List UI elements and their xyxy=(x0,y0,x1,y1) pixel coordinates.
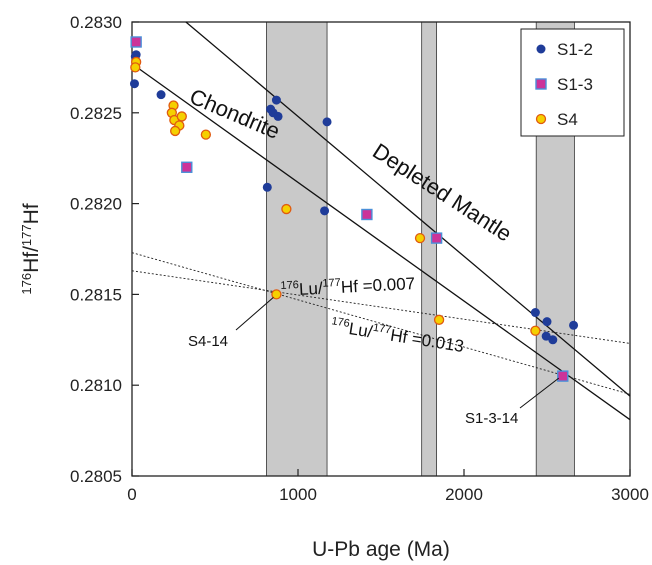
s4-14-leader-line xyxy=(235,297,274,331)
legend-marker-s1-2 xyxy=(536,44,546,54)
point-s4-7 xyxy=(170,125,181,137)
legend-label-s4: S4 xyxy=(557,110,578,129)
legend: S1-2 S1-3 S4 xyxy=(520,28,625,137)
age-band-0 xyxy=(266,21,328,477)
point-s1-2-12 xyxy=(542,317,552,327)
point-s4-1 xyxy=(130,62,141,73)
point-s4-10 xyxy=(281,203,292,215)
x-tick-label-1: 1000 xyxy=(279,485,317,504)
point-s4-9 xyxy=(271,289,282,300)
point-s1-2-15 xyxy=(569,320,579,330)
x-tick-label-2: 2000 xyxy=(445,485,483,504)
s1-3-14-label: S1-3-14 xyxy=(465,410,518,427)
depleted-mantle-line xyxy=(185,21,631,397)
lu-hf-0007-base1: Lu/ xyxy=(299,279,324,299)
lu-hf-0013-sup2: 177 xyxy=(372,322,392,337)
point-s1-2-9 xyxy=(320,206,330,216)
point-s4-13 xyxy=(530,325,541,336)
point-s4-5 xyxy=(176,111,187,122)
point-s1-3-3 xyxy=(430,232,443,244)
y-axis-label: 176Hf/177Hf xyxy=(19,203,43,294)
point-s1-2-10 xyxy=(322,117,332,127)
point-s1-2-3 xyxy=(156,90,166,100)
y-tick-label-5: 0.2830 xyxy=(70,13,122,32)
point-s4-8 xyxy=(200,129,212,140)
point-s1-2-6 xyxy=(271,95,281,105)
chondrite-line xyxy=(131,63,631,421)
legend-label-s1-2: S1-2 xyxy=(557,40,593,59)
y-tick-label-0: 0.2805 xyxy=(70,467,122,486)
point-s1-3-2 xyxy=(361,208,373,221)
legend-label-s1-3: S1-3 xyxy=(557,75,593,94)
reference-lines xyxy=(131,21,631,421)
axis-ticks: 0 1000 2000 3000 0.2805 0.2810 0.2815 0.2820 0.2… xyxy=(70,13,649,504)
point-s1-2-7 xyxy=(273,111,283,121)
legend-marker-s1-3 xyxy=(535,78,547,90)
point-s4-11 xyxy=(414,232,426,244)
y-axis-label-sup2: 177 xyxy=(19,224,34,246)
annotation-leaders xyxy=(235,297,560,409)
lu-hf-0013-sup1: 176 xyxy=(331,315,351,330)
lu-hf-0007-sup1: 176 xyxy=(280,279,299,292)
point-s1-2-2 xyxy=(129,79,139,89)
point-s1-2-11 xyxy=(530,308,540,318)
point-s1-3-1 xyxy=(181,161,193,173)
legend-marker-s4 xyxy=(535,113,547,125)
age-band-1 xyxy=(421,21,438,477)
point-s1-3-0 xyxy=(130,36,142,48)
plot-area-frame xyxy=(131,21,631,477)
x-axis-label: U-Pb age (Ma) xyxy=(312,538,450,561)
y-tick-label-2: 0.2815 xyxy=(70,285,122,304)
lu-hf-0007-label: 176Lu/177Hf =0.007 xyxy=(280,273,415,300)
s4-14-label: S4-14 xyxy=(188,333,228,350)
y-axis-label-sup1: 176 xyxy=(19,273,34,295)
point-s1-2-13 xyxy=(541,331,551,341)
y-axis-label-base1: Hf/ xyxy=(20,246,43,273)
s1-3-14-leader-line xyxy=(519,377,560,409)
x-tick-label-0: 0 xyxy=(127,485,136,504)
point-s1-2-14 xyxy=(548,335,558,345)
x-tick-label-3: 3000 xyxy=(611,485,649,504)
lu-hf-0013-base1: Lu/ xyxy=(348,319,375,342)
lu-hf-0007-base2: Hf =0.007 xyxy=(340,274,415,297)
point-s1-2-8 xyxy=(262,182,272,192)
point-s4-12 xyxy=(433,314,445,325)
y-axis-label-base2: Hf xyxy=(20,203,43,224)
data-markers xyxy=(129,36,579,382)
lu-hf-0007-sup2: 177 xyxy=(322,277,341,290)
y-tick-label-1: 0.2810 xyxy=(70,376,122,395)
y-tick-label-4: 0.2825 xyxy=(70,104,122,123)
point-s1-3-4 xyxy=(557,370,569,382)
y-tick-label-3: 0.2820 xyxy=(70,195,122,214)
